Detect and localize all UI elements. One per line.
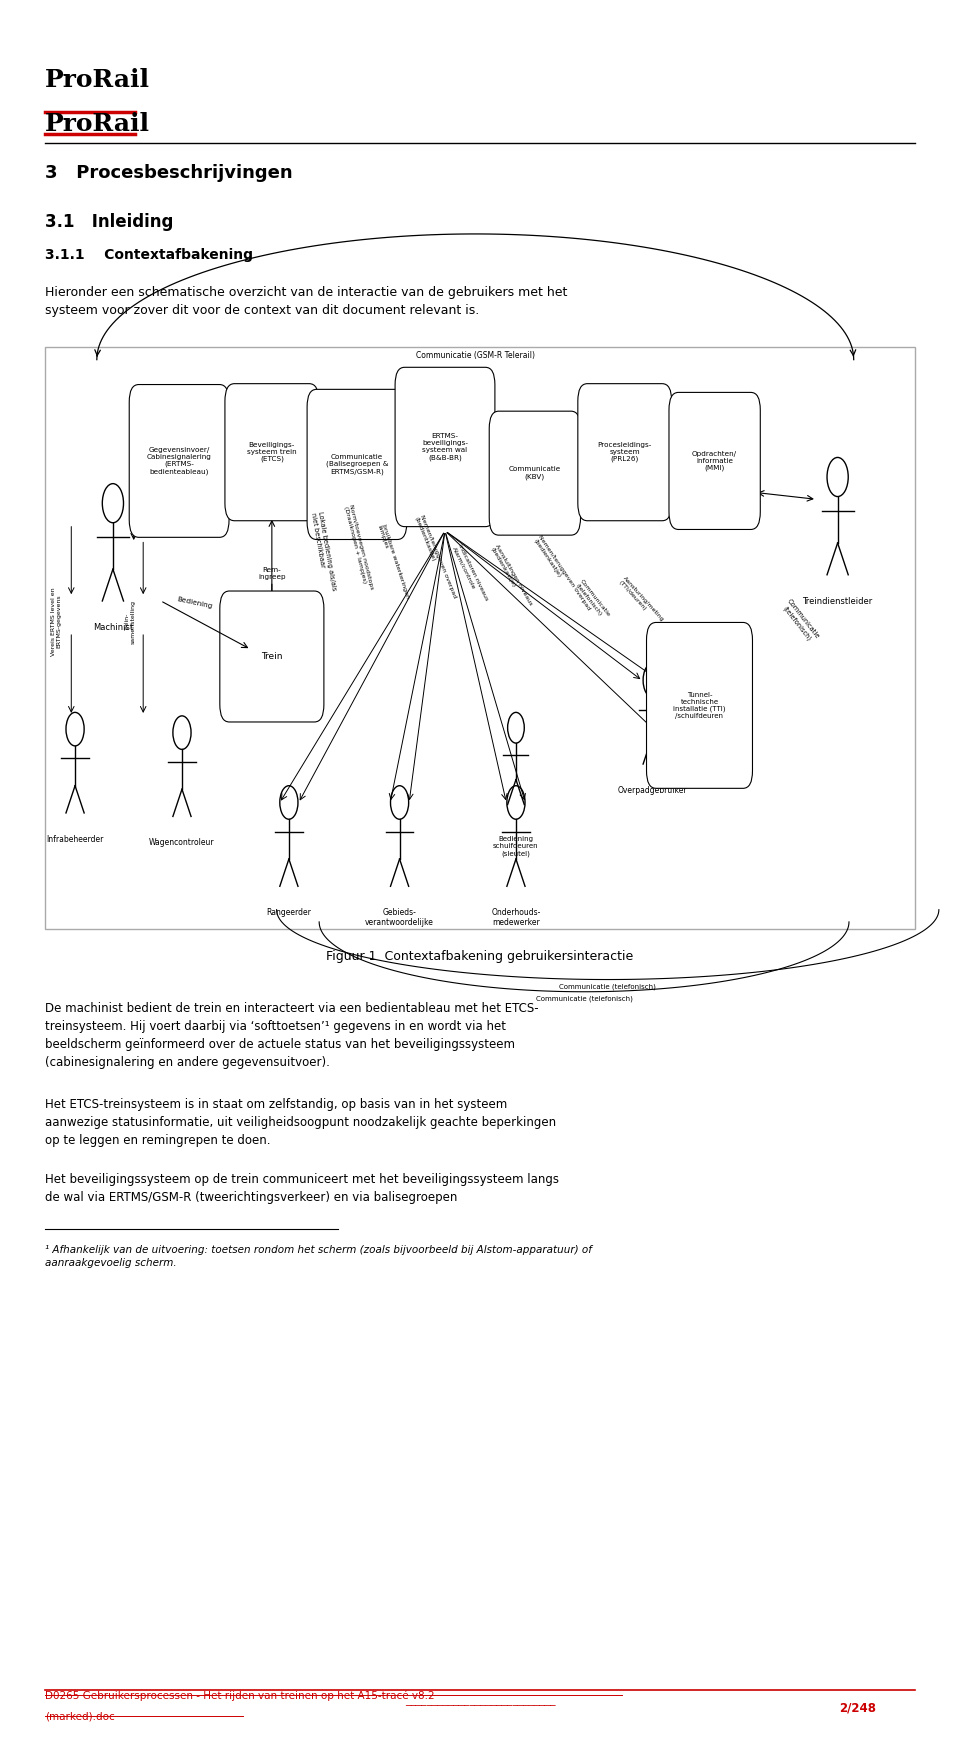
Text: bruikbare waterkeringen
lampjes: bruikbare waterkeringen lampjes [376, 523, 410, 600]
Text: Rangeerder: Rangeerder [267, 908, 311, 917]
Text: Machinist: Machinist [93, 623, 133, 632]
Text: ProRail: ProRail [45, 69, 150, 92]
Text: Onderhouds-
medewerker: Onderhouds- medewerker [492, 908, 540, 928]
FancyBboxPatch shape [646, 623, 753, 788]
FancyBboxPatch shape [45, 347, 915, 929]
Text: 3.1   Inleiding: 3.1 Inleiding [45, 213, 173, 231]
FancyBboxPatch shape [220, 591, 324, 722]
Text: Hieronder een schematische overzicht van de interactie van de gebruikers met het: Hieronder een schematische overzicht van… [45, 287, 567, 317]
FancyBboxPatch shape [490, 412, 581, 535]
Text: ERTMS-
beveiligings-
systeem wal
(B&B-BR): ERTMS- beveiligings- systeem wal (B&B-BR… [422, 433, 468, 461]
FancyBboxPatch shape [669, 392, 760, 530]
Text: (marked).doc: (marked).doc [45, 1712, 114, 1721]
Text: Communicatie
(telefonisch): Communicatie (telefonisch) [780, 598, 820, 644]
Text: Aansluitingen niveaus
(bedienkastje): Aansluitingen niveaus (bedienkastje) [490, 544, 534, 609]
FancyBboxPatch shape [396, 368, 495, 526]
Text: ────────────────────────────: ──────────────────────────── [405, 1702, 555, 1711]
Text: Vereis ERTMS level en
ERTMS-gegevens: Vereis ERTMS level en ERTMS-gegevens [51, 588, 61, 656]
FancyBboxPatch shape [578, 384, 672, 521]
Text: Communicatie
(KBV): Communicatie (KBV) [509, 466, 561, 480]
Text: Figuur 1  Contextafbakening gebruikersinteractie: Figuur 1 Contextafbakening gebruikersint… [326, 950, 634, 963]
Text: Indicatoren niveaus
Alarm/controle: Indicatoren niveaus Alarm/controle [451, 544, 489, 604]
Text: D0265 Gebruikersprocessen - Het rijden van treinen op het A15-tracé v8.2: D0265 Gebruikersprocessen - Het rijden v… [45, 1690, 435, 1700]
Text: Infrabeheerder: Infrabeheerder [46, 834, 104, 843]
Text: Het ETCS-treinsysteem is in staat om zelfstandig, op basis van in het systeem
aa: Het ETCS-treinsysteem is in staat om zel… [45, 1098, 556, 1148]
Text: 3.1.1    Contextafbakening: 3.1.1 Contextafbakening [45, 248, 252, 262]
Text: Gegevensinvoer/
Cabinesignalering
(ERTMS-
bedienteableau): Gegevensinvoer/ Cabinesignalering (ERTMS… [147, 447, 211, 475]
Text: Overpadgebruiker: Overpadgebruiker [617, 785, 687, 796]
Text: Communicatie (GSM-R Telerail): Communicatie (GSM-R Telerail) [416, 350, 535, 359]
Text: Nemen/teruggeven overpad
(bedientkastje): Nemen/teruggeven overpad (bedientkastje) [414, 514, 457, 600]
FancyBboxPatch shape [130, 384, 229, 537]
Text: Treindienstleider: Treindienstleider [803, 597, 873, 605]
Text: Trein: Trein [261, 651, 282, 662]
Text: Gebieds-
verantwoordelijke: Gebieds- verantwoordelijke [365, 908, 434, 928]
Text: Communicatie
(telefonisch): Communicatie (telefonisch) [575, 579, 612, 621]
Text: 3   Procesbeschrijvingen: 3 Procesbeschrijvingen [45, 164, 293, 181]
Text: Norm/toevoegen noodstops
(Draaiknopen + lampjes): Norm/toevoegen noodstops (Draaiknopen + … [343, 505, 374, 591]
Text: Opdrachten/
informatie
(MMI): Opdrachten/ informatie (MMI) [692, 451, 737, 472]
Text: De machinist bedient de trein en interacteert via een bedientableau met het ETCS: De machinist bedient de trein en interac… [45, 1001, 539, 1070]
Text: Communicatie (telefonisch): Communicatie (telefonisch) [536, 994, 633, 1001]
Text: Trein-
samenstelling: Trein- samenstelling [125, 600, 135, 644]
Text: ¹ Afhankelijk van de uitvoering: toetsen rondom het scherm (zoals bijvoorbeeld b: ¹ Afhankelijk van de uitvoering: toetsen… [45, 1244, 591, 1269]
FancyBboxPatch shape [307, 389, 407, 540]
Text: Tunnel-
technische
installatie (TTI)
/schuifdeuren: Tunnel- technische installatie (TTI) /sc… [673, 692, 726, 720]
Text: Bediening
schuifdeuren
(sleutel): Bediening schuifdeuren (sleutel) [493, 836, 539, 857]
Text: Rem-
ingreep: Rem- ingreep [258, 567, 286, 579]
FancyBboxPatch shape [225, 384, 319, 521]
Text: Wagencontroleur: Wagencontroleur [149, 838, 215, 847]
Text: Lokale bediening als/als
niet beschikbaar: Lokale bediening als/als niet beschikbaa… [310, 510, 336, 591]
Text: Procesleidings-
systeem
(PRL26): Procesleidings- systeem (PRL26) [597, 442, 652, 463]
Text: Beveiligings-
systeem trein
(ETCS): Beveiligings- systeem trein (ETCS) [247, 442, 297, 463]
Text: ProRail: ProRail [45, 111, 150, 136]
Text: Communicatie
(Balisegroepen &
ERTMS/GSM-R): Communicatie (Balisegroepen & ERTMS/GSM-… [325, 454, 388, 475]
Text: Aansturing/meting
(TTI/deuren): Aansturing/meting (TTI/deuren) [617, 576, 664, 627]
Text: Communicatie (telefonisch): Communicatie (telefonisch) [560, 984, 657, 989]
Text: Nemen/teruggeven overpad
(bedienkastje): Nemen/teruggeven overpad (bedienkastje) [532, 535, 591, 614]
Text: Het beveiligingssysteem op de trein communiceert met het beveiligingssysteem lan: Het beveiligingssysteem op de trein comm… [45, 1174, 559, 1204]
Text: Bediening: Bediening [176, 597, 212, 609]
Text: 2/248: 2/248 [840, 1702, 876, 1714]
